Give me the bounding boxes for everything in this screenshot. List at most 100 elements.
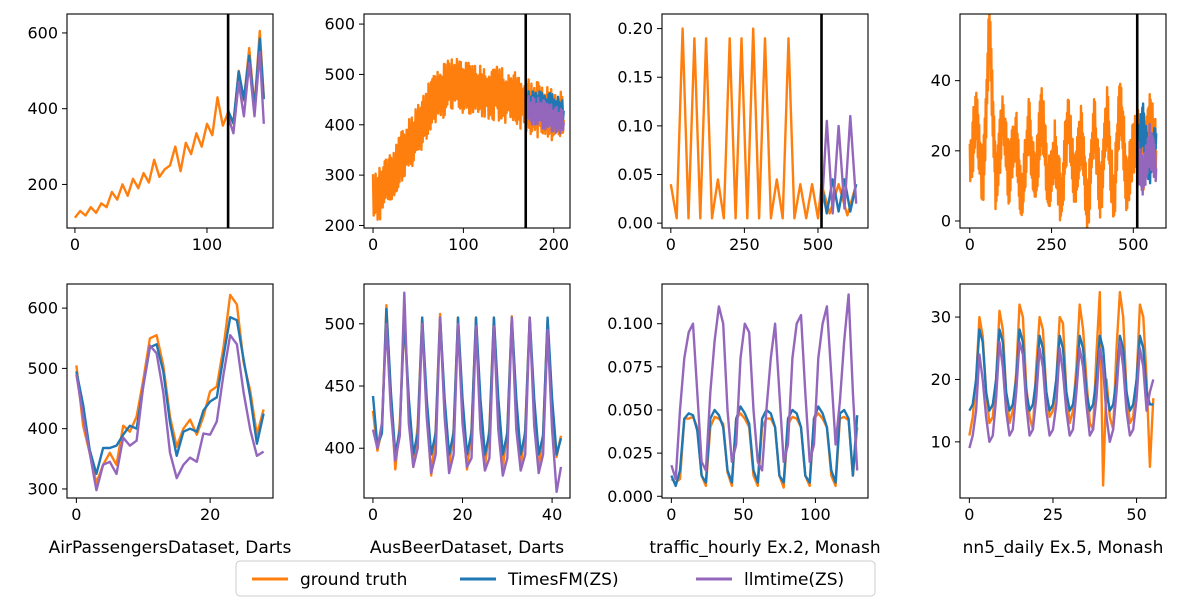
data-point-llmtime xyxy=(515,429,517,431)
data-point-llmtime xyxy=(844,208,846,210)
data-point-llmtime xyxy=(757,461,759,463)
data-point-ground-truth xyxy=(1034,185,1036,187)
data-point-ground-truth xyxy=(972,416,974,418)
data-point-ground-truth xyxy=(746,217,748,219)
data-point-llmtime xyxy=(1076,391,1078,393)
data-point-llmtime xyxy=(542,454,544,456)
data-point-llmtime xyxy=(783,461,785,463)
data-point-llmtime xyxy=(1106,416,1108,418)
data-point-timesfm xyxy=(1042,347,1044,349)
data-point-llmtime xyxy=(979,354,981,356)
data-point-timesfm xyxy=(169,422,171,424)
legend-label-llmtime: llmtime(ZS) xyxy=(744,570,844,590)
axes-frame xyxy=(959,283,1167,499)
data-point-ground-truth xyxy=(1102,485,1104,487)
data-point-ground-truth xyxy=(989,27,991,29)
data-point-llmtime xyxy=(813,444,815,446)
data-point-timesfm xyxy=(683,418,685,420)
data-point-timesfm xyxy=(856,414,858,416)
data-point-ground-truth xyxy=(229,294,231,296)
y-tick-label: 450 xyxy=(324,377,355,396)
data-point-ground-truth xyxy=(838,183,840,185)
data-point-ground-truth xyxy=(679,478,681,480)
x-axis-label: AirPassengersDataset, Darts xyxy=(49,538,292,558)
data-point-llmtime xyxy=(735,444,737,446)
data-point-timesfm xyxy=(1132,404,1134,406)
data-point-ground-truth xyxy=(741,37,743,39)
data-point-llmtime xyxy=(1055,404,1057,406)
data-point-llmtime xyxy=(538,472,540,474)
axes-frame xyxy=(363,283,571,499)
data-point-llmtime xyxy=(502,475,504,477)
data-point-timesfm xyxy=(556,454,558,456)
data-point-llmtime xyxy=(714,340,716,342)
data-point-timesfm xyxy=(502,454,504,456)
data-point-timesfm xyxy=(979,329,981,331)
data-point-ground-truth xyxy=(1126,185,1128,187)
data-point-llmtime xyxy=(263,123,265,125)
data-point-ground-truth xyxy=(1029,416,1031,418)
data-point-ground-truth xyxy=(1096,354,1098,356)
data-point-timesfm xyxy=(1062,347,1064,349)
legend-label-timesfm: TimesFM(ZS) xyxy=(507,570,619,590)
data-point-timesfm xyxy=(804,475,806,477)
data-point-timesfm xyxy=(216,396,218,398)
data-point-llmtime xyxy=(839,401,841,403)
series-line-llmtime xyxy=(670,293,859,481)
series-line-ground-truth xyxy=(371,57,565,221)
data-point-timesfm xyxy=(985,391,987,393)
data-point-llmtime xyxy=(709,392,711,394)
data-point-llmtime xyxy=(1032,429,1034,431)
data-point-timesfm xyxy=(718,414,720,416)
x-tick-label: 50 xyxy=(1126,505,1146,524)
data-point-llmtime xyxy=(484,470,486,472)
data-point-ground-truth xyxy=(1093,122,1095,124)
panel-5: 0 20 300 400 500 600 AirPassengersDataset, Dar… xyxy=(27,283,292,558)
data-point-timesfm xyxy=(1139,335,1141,337)
data-point-llmtime xyxy=(796,323,798,325)
data-point-timesfm xyxy=(826,213,828,215)
data-point-llmtime xyxy=(1086,404,1088,406)
data-point-llmtime xyxy=(377,447,379,449)
legend-box xyxy=(235,560,876,597)
data-point-llmtime xyxy=(209,434,211,436)
data-point-ground-truth xyxy=(399,159,401,161)
data-point-timesfm xyxy=(1089,410,1091,412)
data-point-llmtime xyxy=(236,343,238,345)
x-tick-label: 20 xyxy=(200,505,220,524)
data-point-ground-truth xyxy=(1087,210,1089,212)
data-point-llmtime xyxy=(1072,429,1074,431)
data-point-llmtime xyxy=(233,132,235,134)
data-point-timesfm xyxy=(1129,410,1131,412)
x-tick-label: 100 xyxy=(800,505,831,524)
data-point-ground-truth xyxy=(792,416,794,418)
plot-area xyxy=(73,29,265,219)
data-point-llmtime xyxy=(381,422,383,424)
data-point-llmtime xyxy=(985,416,987,418)
data-point-ground-truth xyxy=(435,94,437,96)
y-tick-label: 10 xyxy=(931,432,951,451)
data-point-timesfm xyxy=(475,317,477,319)
data-point-ground-truth xyxy=(788,37,790,39)
data-point-ground-truth xyxy=(1022,316,1024,318)
data-point-ground-truth xyxy=(782,217,784,219)
data-point-timesfm xyxy=(372,395,374,397)
data-point-timesfm xyxy=(1109,410,1111,412)
y-tick-label: 500 xyxy=(27,359,58,378)
data-point-llmtime xyxy=(551,429,553,431)
data-point-ground-truth xyxy=(805,217,807,219)
data-point-timesfm xyxy=(209,401,211,403)
data-point-ground-truth xyxy=(148,182,150,184)
data-point-timesfm xyxy=(992,404,994,406)
data-point-ground-truth xyxy=(189,419,191,421)
data-point-llmtime xyxy=(1025,404,1027,406)
data-point-timesfm xyxy=(248,55,250,57)
data-point-ground-truth xyxy=(1019,304,1021,306)
data-point-timesfm xyxy=(263,413,265,415)
data-point-llmtime xyxy=(995,397,997,399)
data-point-ground-truth xyxy=(717,179,719,181)
data-point-llmtime xyxy=(1019,341,1021,343)
y-tick-label: 0.10 xyxy=(617,116,653,135)
data-point-llmtime xyxy=(511,317,513,319)
